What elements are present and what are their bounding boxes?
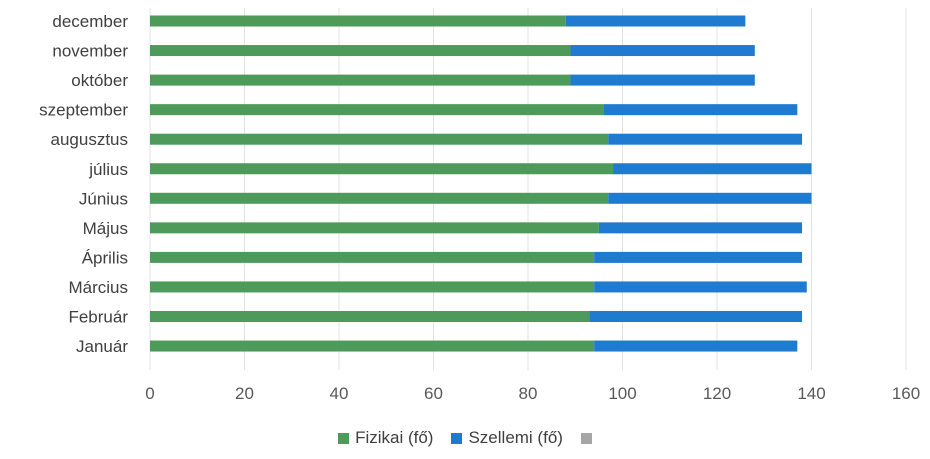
category-label: július — [88, 160, 128, 179]
legend-item-unnamed — [580, 432, 592, 444]
x-tick-label: 20 — [235, 384, 254, 403]
category-label: december — [52, 12, 128, 31]
bar-segment-szellemi — [594, 340, 798, 352]
gridlines — [149, 8, 907, 370]
category-label: Február — [68, 308, 128, 327]
category-labels: Január Február Március Április Május Június jú… — [39, 12, 128, 356]
legend-swatch-szellemi — [451, 432, 463, 444]
bar-segment-szellemi — [565, 15, 746, 27]
legend-item-fizikai: Fizikai (fő) — [338, 428, 433, 448]
legend: Fizikai (fő) Szellemi (fő) — [0, 428, 930, 448]
bar-segment-fizikai — [150, 251, 595, 263]
category-label: Január — [76, 337, 128, 356]
bar-segment-fizikai — [150, 192, 609, 204]
legend-swatch-fizikai — [338, 432, 350, 444]
bar-segment-fizikai — [150, 281, 595, 293]
bar-segment-fizikai — [150, 340, 595, 352]
bar-segment-fizikai — [150, 104, 604, 116]
bar-segment-szellemi — [613, 163, 812, 175]
category-label: november — [52, 42, 128, 61]
bar-segment-szellemi — [608, 192, 812, 204]
bar-segment-szellemi — [608, 133, 803, 145]
x-tick-label: 140 — [797, 384, 825, 403]
legend-label-szellemi: Szellemi (fő) — [468, 428, 563, 447]
bars — [150, 15, 812, 352]
bar-segment-szellemi — [594, 251, 803, 263]
category-label: október — [71, 71, 128, 90]
legend-item-szellemi: Szellemi (fő) — [451, 428, 563, 448]
bar-segment-fizikai — [150, 222, 599, 234]
bar-segment-szellemi — [603, 104, 798, 116]
bar-segment-fizikai — [150, 311, 590, 322]
bar-segment-fizikai — [150, 45, 571, 57]
x-tick-label: 80 — [519, 384, 538, 403]
bar-segment-szellemi — [570, 45, 755, 57]
bar-segment-szellemi — [589, 311, 803, 322]
bar-segment-fizikai — [150, 15, 566, 27]
category-label: szeptember — [39, 101, 128, 120]
category-label: Március — [68, 278, 128, 297]
bar-segment-szellemi — [598, 222, 803, 234]
bar-segment-szellemi — [594, 281, 807, 293]
category-label: augusztus — [51, 130, 129, 149]
category-label: Június — [79, 189, 128, 208]
bar-segment-fizikai — [150, 163, 614, 175]
x-tick-label: 120 — [703, 384, 731, 403]
bar-segment-fizikai — [150, 74, 571, 86]
x-tick-label: 60 — [424, 384, 443, 403]
bar-segment-fizikai — [150, 133, 609, 145]
category-label: Április — [82, 248, 128, 267]
x-tick-label: 100 — [608, 384, 636, 403]
legend-swatch-unnamed — [580, 432, 592, 444]
x-tick-label: 0 — [145, 384, 154, 403]
bar-segment-szellemi — [570, 74, 755, 86]
x-axis-tick-labels: 0 20 40 60 80 100 120 140 160 — [145, 384, 920, 403]
x-tick-label: 40 — [330, 384, 349, 403]
category-label: Május — [83, 219, 128, 238]
legend-label-fizikai: Fizikai (fő) — [355, 428, 434, 447]
x-tick-label: 160 — [892, 384, 920, 403]
